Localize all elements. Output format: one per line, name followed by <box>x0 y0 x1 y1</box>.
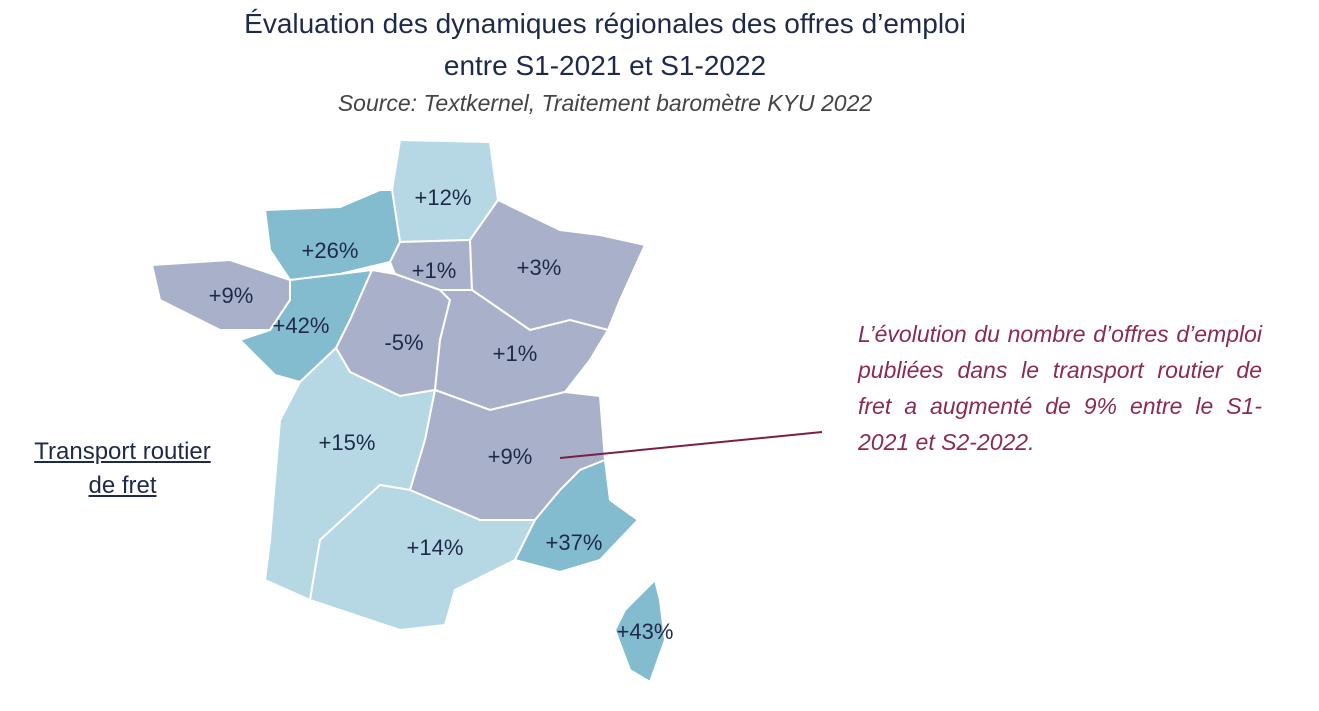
region-label: +37% <box>546 530 603 555</box>
region <box>513 458 640 574</box>
annotation: L’évolution du nombre d’offres d’emploi … <box>858 321 1262 455</box>
title-line: entre S1-2021 et S1-2022 <box>443 50 767 81</box>
region <box>433 289 610 412</box>
region-label: +3% <box>517 255 562 280</box>
region-label: +12% <box>415 185 472 210</box>
region-label: +42% <box>273 313 330 338</box>
region-label: +9% <box>209 283 254 308</box>
source: Source: Textkernel, Traitement baromètre… <box>337 90 873 116</box>
region-label: +26% <box>302 238 359 263</box>
region-label: +9% <box>488 444 533 469</box>
region-label: +14% <box>407 535 464 560</box>
leader-line <box>559 431 823 459</box>
region-label: +1% <box>493 341 538 366</box>
title-line: Évaluation des dynamiques régionales des… <box>244 8 966 39</box>
region <box>613 578 667 684</box>
region <box>263 189 402 282</box>
region-label: +15% <box>319 430 376 455</box>
region-label: +43% <box>617 619 674 644</box>
region <box>308 483 537 632</box>
side-label: Transport routier de fret <box>34 438 211 499</box>
region-label: +1% <box>412 258 457 283</box>
region-label: -5% <box>384 330 423 355</box>
